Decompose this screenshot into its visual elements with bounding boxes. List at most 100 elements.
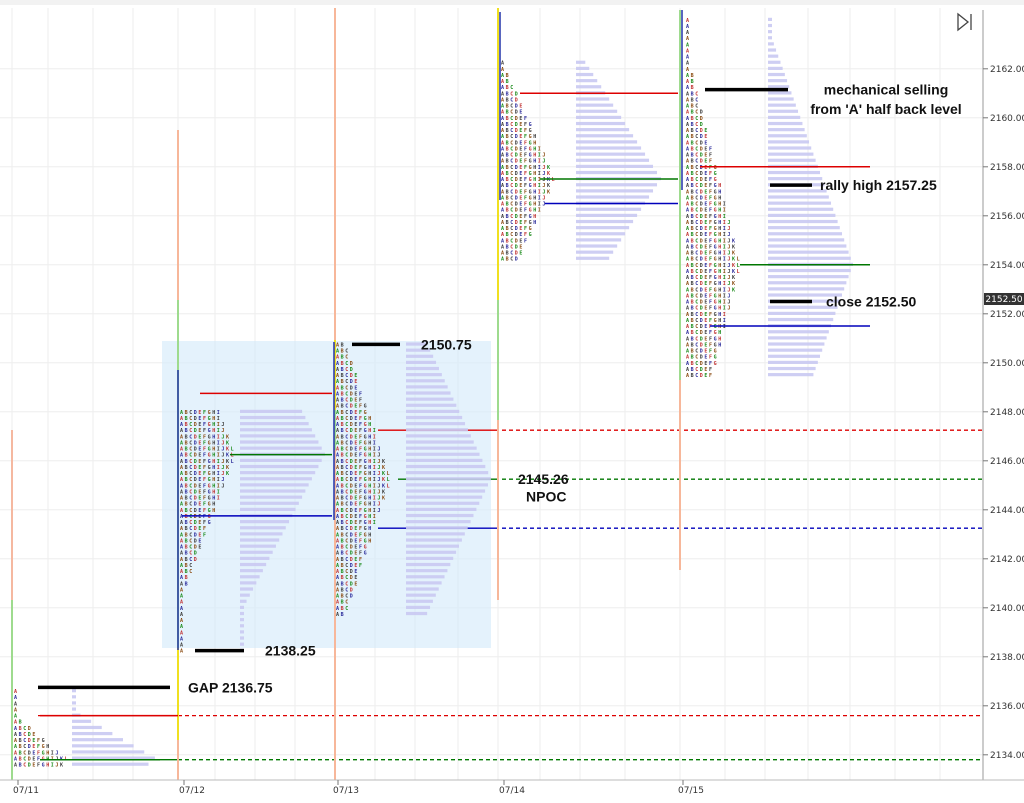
svg-text:D: D [700, 330, 703, 336]
svg-text:E: E [519, 202, 522, 208]
svg-text:D: D [350, 465, 353, 471]
svg-text:B: B [506, 195, 509, 201]
svg-text:G: G [42, 744, 45, 750]
annotation-text: 2138.25 [265, 643, 316, 659]
svg-text:J: J [542, 183, 545, 189]
svg-text:E: E [198, 526, 201, 532]
scroll-right-icon[interactable] [955, 12, 979, 32]
svg-text:A: A [180, 471, 183, 477]
svg-text:D: D [515, 251, 518, 257]
svg-text:B: B [691, 97, 694, 103]
svg-text:F: F [709, 165, 712, 171]
svg-text:C: C [345, 508, 348, 514]
svg-text:H: H [368, 428, 371, 434]
svg-text:E: E [704, 202, 707, 208]
svg-text:A: A [336, 575, 339, 581]
svg-text:E: E [354, 416, 357, 422]
svg-text:D: D [515, 104, 518, 110]
svg-text:D: D [350, 514, 353, 520]
svg-text:E: E [704, 153, 707, 159]
svg-text:J: J [221, 422, 224, 428]
svg-text:F: F [359, 502, 362, 508]
svg-text:A: A [180, 496, 183, 502]
svg-text:C: C [189, 520, 192, 526]
svg-text:B: B [506, 238, 509, 244]
svg-text:L: L [737, 263, 740, 269]
svg-text:B: B [341, 434, 344, 440]
svg-text:G: G [714, 275, 717, 281]
svg-text:C: C [345, 520, 348, 526]
svg-text:D: D [194, 483, 197, 489]
svg-text:H: H [368, 532, 371, 538]
svg-text:A: A [501, 159, 504, 165]
svg-text:B: B [691, 238, 694, 244]
svg-text:D: D [700, 122, 703, 128]
svg-text:D: D [194, 557, 197, 563]
svg-text:D: D [350, 447, 353, 453]
svg-text:A: A [686, 91, 689, 97]
svg-text:I: I [538, 171, 541, 177]
svg-text:B: B [185, 496, 188, 502]
svg-text:A: A [686, 281, 689, 287]
svg-text:E: E [704, 232, 707, 238]
svg-text:A: A [686, 257, 689, 263]
svg-text:B: B [341, 600, 344, 606]
svg-text:H: H [212, 434, 215, 440]
svg-text:A: A [686, 208, 689, 214]
svg-text:C: C [510, 244, 513, 250]
svg-text:E: E [198, 434, 201, 440]
svg-text:A: A [686, 18, 689, 24]
svg-text:B: B [185, 502, 188, 508]
svg-text:I: I [51, 763, 54, 769]
svg-text:G: G [714, 244, 717, 250]
svg-text:H: H [212, 410, 215, 416]
svg-text:F: F [203, 477, 206, 483]
svg-text:B: B [341, 514, 344, 520]
annotation-text: mechanical selling [824, 82, 949, 98]
svg-text:F: F [709, 146, 712, 152]
svg-text:C: C [345, 563, 348, 569]
svg-text:D: D [700, 349, 703, 355]
svg-text:B: B [691, 257, 694, 263]
svg-text:A: A [336, 587, 339, 593]
svg-text:B: B [341, 612, 344, 618]
svg-text:D: D [350, 422, 353, 428]
svg-text:D: D [515, 110, 518, 116]
svg-text:G: G [208, 465, 211, 471]
svg-text:A: A [686, 263, 689, 269]
svg-text:B: B [691, 110, 694, 116]
svg-text:E: E [704, 189, 707, 195]
svg-text:E: E [519, 208, 522, 214]
svg-text:G: G [529, 153, 532, 159]
svg-text:C: C [510, 85, 513, 91]
svg-text:H: H [533, 146, 536, 152]
svg-text:D: D [194, 545, 197, 551]
svg-text:A: A [180, 447, 183, 453]
svg-text:B: B [341, 557, 344, 563]
svg-text:C: C [189, 465, 192, 471]
svg-text:C: C [345, 434, 348, 440]
session-profile-07-13: A BA B CA B CA B C DA B C DA B C D EA B C D EA B C D EA B C D E FA B C… [336, 342, 491, 618]
svg-text:A: A [501, 134, 504, 140]
svg-text:D: D [350, 398, 353, 404]
svg-text:D: D [515, 171, 518, 177]
svg-text:A: A [686, 36, 689, 42]
svg-text:C: C [695, 122, 698, 128]
svg-text:D: D [700, 281, 703, 287]
svg-text:F: F [709, 244, 712, 250]
svg-text:D: D [515, 159, 518, 165]
svg-text:B: B [691, 263, 694, 269]
svg-text:B: B [341, 532, 344, 538]
svg-text:D: D [194, 538, 197, 544]
svg-text:K: K [547, 183, 550, 189]
svg-text:F: F [524, 220, 527, 226]
svg-text:A: A [180, 649, 183, 655]
svg-text:G: G [714, 183, 717, 189]
svg-text:H: H [533, 165, 536, 171]
svg-text:C: C [695, 342, 698, 348]
svg-text:A: A [180, 526, 183, 532]
svg-text:F: F [359, 551, 362, 557]
svg-text:E: E [354, 569, 357, 575]
svg-text:C: C [510, 134, 513, 140]
svg-text:C: C [695, 220, 698, 226]
